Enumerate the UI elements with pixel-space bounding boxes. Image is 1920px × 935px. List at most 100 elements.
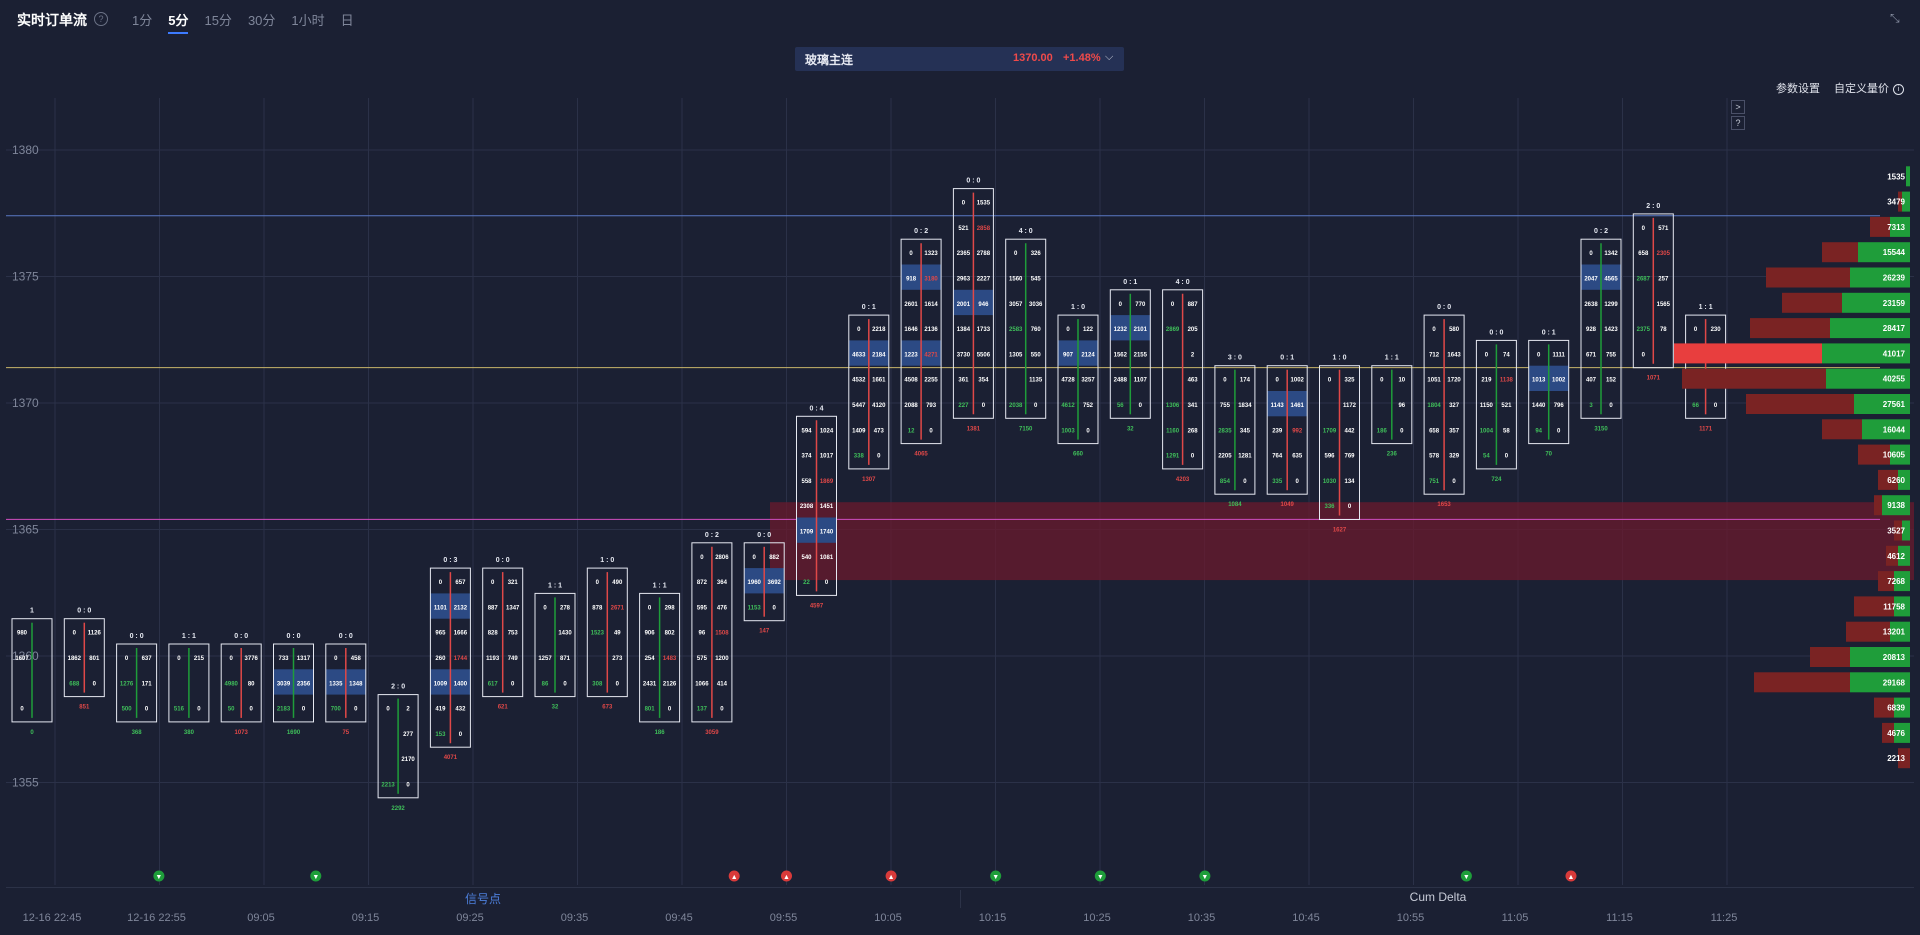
profile-buy-bar bbox=[1902, 191, 1910, 212]
profile-volume-label: 11758 bbox=[1883, 602, 1905, 611]
bid-volume: 764 bbox=[1272, 454, 1283, 460]
ask-volume: 1323 bbox=[924, 251, 938, 257]
bar-frame bbox=[1475, 339, 1517, 470]
profile-sell-bar bbox=[1874, 697, 1894, 718]
symbol-selector[interactable]: 玻璃主连 1370.00 +1.48% ⌵ bbox=[795, 47, 1124, 71]
bid-volume: 1409 bbox=[852, 428, 866, 434]
ask-volume: 749 bbox=[508, 656, 519, 662]
signal-marker bbox=[781, 870, 792, 882]
ask-volume: 1347 bbox=[506, 605, 520, 611]
custom-volume-link[interactable]: 自定义量价 i bbox=[1834, 80, 1904, 96]
bid-volume: 338 bbox=[854, 454, 865, 460]
profile-sell-bar bbox=[1782, 292, 1842, 313]
bid-volume: 755 bbox=[1220, 403, 1231, 409]
ask-volume: 1430 bbox=[558, 631, 572, 637]
tab-day[interactable]: 日 bbox=[340, 13, 354, 28]
time-axis-label: 10:55 bbox=[1397, 912, 1425, 924]
ask-volume: 2136 bbox=[924, 327, 938, 333]
bid-volume: 751 bbox=[1429, 479, 1440, 485]
bid-volume: 1291 bbox=[1166, 454, 1180, 460]
ask-volume: 0 bbox=[1086, 428, 1090, 434]
tab-15min[interactable]: 15分 bbox=[204, 13, 232, 28]
tab-30min[interactable]: 30分 bbox=[247, 13, 276, 28]
imbalance-label: 2 : 0 bbox=[391, 684, 405, 691]
profile-buy-bar bbox=[1882, 495, 1910, 516]
ask-volume: 1138 bbox=[1500, 378, 1514, 384]
delta-label: 147 bbox=[759, 629, 770, 635]
profile-volume-label: 3479 bbox=[1887, 198, 1905, 207]
ask-volume: 476 bbox=[717, 605, 728, 611]
ask-volume: 326 bbox=[1031, 251, 1042, 257]
profile-sell-bar bbox=[1898, 748, 1910, 769]
profile-volume-label: 23159 bbox=[1883, 299, 1906, 308]
delta-label: 673 bbox=[602, 705, 613, 711]
expand-button[interactable]: > bbox=[1731, 100, 1745, 114]
timeframe-tabs: 1分 5分 15分 30分 1小时 日 bbox=[132, 10, 370, 34]
imbalance-label: 1 : 0 bbox=[1332, 355, 1346, 362]
delta-label: 2292 bbox=[391, 806, 405, 812]
bar-frame bbox=[273, 643, 314, 723]
profile-volume-label: 1535 bbox=[1887, 172, 1905, 181]
ask-volume: 2155 bbox=[1134, 352, 1148, 358]
profile-volume-label: 40255 bbox=[1883, 375, 1906, 384]
ask-volume: 793 bbox=[926, 403, 937, 409]
ask-volume: 2255 bbox=[924, 378, 938, 384]
time-axis-label: 10:05 bbox=[874, 912, 902, 924]
delta-label: 1049 bbox=[1281, 502, 1295, 508]
bid-volume: 1101 bbox=[434, 605, 448, 611]
ask-volume: 0 bbox=[93, 681, 97, 687]
bid-volume: 2583 bbox=[1009, 327, 1023, 333]
profile-buy-bar bbox=[1894, 722, 1910, 743]
profile-sell-bar bbox=[1858, 444, 1890, 465]
ask-volume: 571 bbox=[1658, 226, 1669, 232]
bid-volume: 0 bbox=[857, 327, 861, 333]
delta-label: 32 bbox=[1127, 426, 1134, 432]
tab-signal-points[interactable]: 信号点 bbox=[464, 892, 501, 906]
tab-cum-delta[interactable]: Cum Delta bbox=[960, 890, 1915, 908]
bid-volume: 1232 bbox=[1114, 327, 1128, 333]
bid-volume: 2047 bbox=[1584, 277, 1598, 283]
ask-volume: 2124 bbox=[1081, 352, 1095, 358]
bid-volume: 2365 bbox=[957, 251, 971, 257]
profile-volume-label: 10605 bbox=[1883, 451, 1906, 460]
signal-marker bbox=[310, 870, 322, 882]
ask-volume: 0 bbox=[1296, 479, 1300, 485]
params-settings-link[interactable]: 参数设置 bbox=[1776, 83, 1820, 95]
time-axis-label: 09:55 bbox=[770, 912, 798, 924]
tab-5min[interactable]: 5分 bbox=[168, 10, 189, 34]
bar-frame bbox=[1266, 365, 1308, 495]
signal-marker bbox=[153, 870, 165, 882]
bar-frame bbox=[11, 618, 53, 723]
profile-volume-label: 7313 bbox=[1887, 223, 1905, 232]
bid-volume: 308 bbox=[592, 681, 603, 687]
bar-frame bbox=[1162, 289, 1204, 470]
profile-volume-label: 3527 bbox=[1887, 527, 1905, 536]
imbalance-label: 0 : 0 bbox=[757, 532, 771, 539]
symbol-price: 1370.00 bbox=[1013, 52, 1053, 64]
ask-volume: 268 bbox=[1188, 428, 1199, 434]
ask-volume: 545 bbox=[1031, 277, 1042, 283]
help-icon[interactable]: ? bbox=[94, 12, 108, 26]
profile-sell-bar bbox=[1846, 621, 1890, 642]
tab-1min[interactable]: 1分 bbox=[132, 13, 153, 28]
profile-buy-bar bbox=[1898, 469, 1910, 490]
help-button[interactable]: ? bbox=[1731, 116, 1745, 130]
ask-volume: 4271 bbox=[924, 352, 938, 358]
ask-volume: 2305 bbox=[1657, 251, 1671, 257]
bid-volume: 0 bbox=[700, 555, 704, 561]
ask-volume: 1666 bbox=[454, 631, 468, 637]
bid-volume: 906 bbox=[645, 631, 656, 637]
ask-volume: 354 bbox=[978, 378, 989, 384]
collapse-icon[interactable]: ⤡ bbox=[1890, 11, 1900, 25]
bid-volume: 1223 bbox=[904, 352, 918, 358]
bid-volume: 1009 bbox=[434, 681, 448, 687]
bid-volume: 0 bbox=[334, 656, 338, 662]
bid-volume: 1004 bbox=[1480, 428, 1494, 434]
profile-sell-bar bbox=[1878, 571, 1894, 592]
ask-volume: 2227 bbox=[977, 277, 991, 283]
tab-1hour[interactable]: 1小时 bbox=[291, 13, 325, 28]
ask-volume: 341 bbox=[1188, 403, 1199, 409]
profile-volume-label: 2213 bbox=[1887, 754, 1905, 763]
app-title: 实时订单流 bbox=[17, 12, 87, 28]
